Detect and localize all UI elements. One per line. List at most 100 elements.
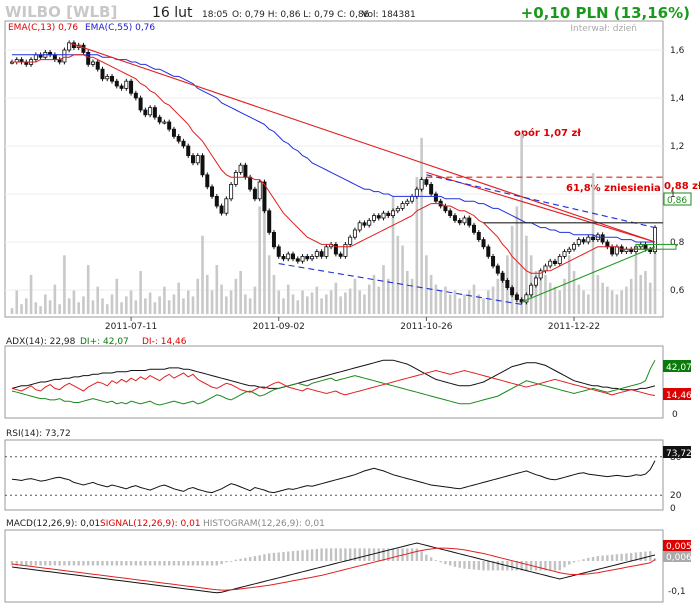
candle-body: [572, 243, 577, 250]
candle-body: [129, 80, 134, 94]
candle-body: [400, 203, 405, 209]
macd-histogram-bar: [182, 561, 185, 566]
plot-layer: 1,6 1,4 1,2 1 0,8 0,6 2011-07-11 2011-09-02 2011…: [5, 40, 686, 597]
macd-histogram-bar: [96, 561, 99, 566]
candle-body: [333, 243, 338, 255]
volume-bar: [472, 284, 476, 314]
macd-histogram-bar: [563, 561, 566, 568]
candle-body: [605, 241, 610, 248]
macd-histogram-bar: [487, 561, 490, 571]
macd-histogram-bar: [272, 552, 276, 561]
candle-body: [171, 128, 176, 137]
volume-bar: [425, 255, 428, 314]
volume-bar: [301, 290, 304, 314]
volume-bar: [601, 282, 604, 314]
candle-body: [410, 195, 415, 202]
volume-bar: [267, 255, 271, 314]
last-price-value: 0,86: [667, 196, 687, 206]
volume-bar: [429, 274, 433, 314]
volume-bar: [434, 284, 438, 314]
macd-histogram-bar: [510, 561, 514, 571]
volume-bar: [253, 286, 257, 314]
volume-bar: [210, 290, 214, 314]
macd-histogram-legend: HISTOGRAM(12,26,9): 0,01: [203, 519, 325, 529]
macd-histogram-bar: [515, 561, 519, 571]
macd-histogram-bar: [191, 561, 195, 566]
macd-histogram-bar: [248, 556, 252, 561]
candle-body: [448, 210, 453, 217]
macd-histogram-bar: [387, 548, 390, 561]
volume-bar: [439, 290, 442, 314]
macd-histogram-bar: [539, 561, 542, 571]
macd-histogram-bar: [363, 548, 366, 561]
candle-body: [200, 155, 205, 176]
candle-body: [233, 171, 238, 185]
candle-body: [295, 258, 300, 262]
volume-bar: [82, 296, 85, 314]
macd-histogram-bar: [91, 561, 95, 566]
candle-body: [510, 287, 515, 296]
volume-bar: [629, 278, 633, 314]
rsi-line: [11, 460, 656, 494]
candle-body: [252, 188, 257, 200]
macd-histogram-bar: [420, 551, 423, 561]
candle-body: [505, 279, 510, 288]
upper-channel-line: [426, 174, 656, 229]
last-price-box: [663, 192, 692, 206]
volume-bar: [48, 300, 52, 314]
volume-bar: [63, 255, 66, 314]
volume-bar: [344, 292, 347, 314]
macd-histogram-bar: [587, 557, 590, 561]
volume-bar: [86, 265, 90, 314]
volume-bar: [510, 225, 514, 314]
macd-histogram-bar: [477, 561, 480, 570]
candle-body: [495, 265, 500, 274]
interval-label: Interwał: dzień: [570, 24, 637, 34]
candle-body: [357, 222, 362, 231]
volume-bar: [567, 255, 571, 314]
volume-bar: [53, 284, 57, 314]
candle-body: [576, 239, 581, 245]
ema13-line: [12, 54, 656, 274]
macd-histogram-bar: [549, 561, 552, 571]
candle-body: [276, 246, 281, 257]
macd-histogram-bar: [453, 561, 457, 567]
candle-body: [367, 219, 372, 226]
candle-body: [319, 251, 324, 257]
volume-bar: [67, 298, 71, 314]
volume-bar: [182, 298, 185, 314]
volume-bar: [625, 286, 628, 314]
candle-body: [457, 219, 462, 224]
x-tick-label: 2011-09-02: [253, 322, 305, 332]
candle-body: [105, 76, 110, 80]
candle-body: [386, 212, 391, 216]
volume-bar: [520, 134, 523, 314]
breakout-box: [635, 243, 677, 250]
candle-body: [348, 236, 353, 245]
macd-histogram-bar: [572, 561, 576, 563]
macd-histogram-bar: [15, 561, 18, 566]
macd-histogram-bar: [239, 558, 242, 561]
resistance-label: opór 1,07 zł: [514, 127, 581, 139]
macd-histogram-bar: [234, 559, 238, 561]
candle-body: [119, 85, 124, 89]
candle-body: [262, 181, 267, 212]
candle-body: [653, 227, 658, 253]
volume-bar: [215, 265, 219, 314]
volume-bar: [205, 274, 209, 314]
volume-bar: [615, 294, 619, 314]
candle-body: [433, 193, 438, 202]
macd-histogram-bar: [10, 561, 14, 566]
ema55-line: [12, 54, 655, 243]
candle-body: [529, 284, 534, 296]
macd-histogram-bar: [339, 548, 342, 561]
volume-bar: [296, 300, 300, 314]
candle-body: [229, 183, 234, 200]
uptrend-line: [521, 246, 656, 303]
macd-histogram-bar: [377, 548, 380, 561]
volume-bar: [148, 292, 152, 314]
volume-bar: [358, 290, 361, 314]
volume-bar: [39, 306, 42, 314]
volume-bar: [420, 137, 423, 314]
macd-histogram-bar: [501, 561, 504, 571]
